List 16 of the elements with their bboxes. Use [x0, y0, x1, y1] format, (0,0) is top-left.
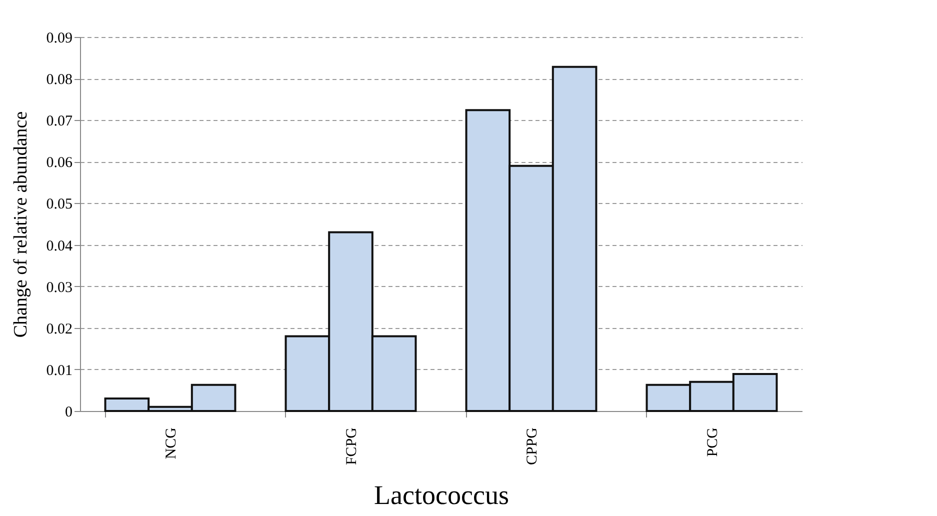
x-tick-label: FCPG — [344, 427, 360, 466]
x-tick-label: NCG — [163, 427, 180, 460]
y-tick-label: 0.07 — [46, 114, 73, 130]
y-tick-label: 0.06 — [46, 155, 73, 172]
x-tick-label: PCG — [704, 427, 721, 457]
y-axis-title: Change of relative abundance — [10, 111, 32, 338]
y-tick-label: 0.05 — [46, 196, 72, 213]
x-axis-title: Lactococcus — [374, 480, 509, 510]
y-tick-label: 0.08 — [46, 72, 72, 88]
y-tick-label: 0.01 — [46, 362, 72, 379]
y-tick-label: 0.03 — [46, 280, 72, 296]
y-tick-label: 0.02 — [46, 321, 72, 338]
y-tick-label: 0 — [65, 404, 72, 420]
y-tick-label: 0.04 — [46, 238, 73, 254]
x-tick-label: CPPG — [524, 427, 540, 466]
y-tick-label: 0.09 — [46, 30, 72, 46]
